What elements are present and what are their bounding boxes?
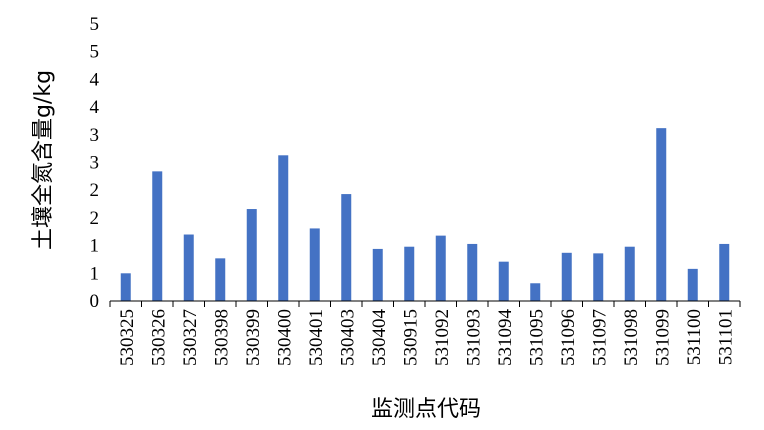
bar-530400 — [278, 155, 289, 301]
bar-530399 — [246, 209, 257, 301]
bar-530915 — [404, 246, 415, 301]
x-axis-title: 监测点代码 — [371, 397, 481, 422]
bar-531100 — [687, 268, 698, 301]
x-tick-label: 531098 — [621, 309, 642, 366]
x-tick-label: 531099 — [652, 309, 673, 366]
bar-531092 — [435, 235, 446, 301]
y-tick-label: 4 — [90, 69, 100, 90]
bar-531099 — [656, 128, 667, 301]
bar-530403 — [341, 194, 352, 301]
x-tick-label: 530325 — [117, 309, 138, 366]
bar-530398 — [215, 258, 226, 301]
x-tick-label: 531100 — [684, 309, 705, 365]
x-tick-label: 531095 — [526, 309, 547, 366]
y-tick-label: 0 — [90, 291, 100, 312]
bar-531098 — [624, 246, 635, 301]
bar-530327 — [183, 234, 194, 301]
x-tick-label: 530401 — [306, 309, 327, 366]
x-axis — [109, 300, 741, 307]
bar-530326 — [152, 171, 163, 301]
x-tick-label: 530326 — [148, 309, 169, 366]
bar-531097 — [593, 253, 604, 301]
x-tick-label: 531101 — [715, 309, 736, 365]
x-tick-label: 531092 — [432, 309, 453, 366]
y-tick-label: 5 — [90, 42, 100, 63]
x-tick-label: 531097 — [589, 309, 610, 366]
bar-530325 — [120, 273, 131, 301]
x-tick-label: 530399 — [243, 309, 264, 366]
bar-530404 — [372, 248, 383, 301]
y-tick-label: 1 — [90, 263, 100, 284]
x-axis-tick-labels: 530325 530326 530327 530398 530399 530400 5304… — [117, 309, 737, 367]
x-tick-label: 531093 — [463, 309, 484, 366]
x-tick-label: 531096 — [558, 309, 579, 366]
x-tick-label: 530327 — [180, 309, 201, 366]
bar-531093 — [467, 243, 478, 301]
bar-531096 — [561, 252, 572, 301]
y-tick-label: 1 — [90, 236, 100, 257]
y-tick-label: 3 — [90, 125, 100, 146]
y-tick-label: 2 — [90, 208, 100, 229]
y-tick-label: 4 — [90, 97, 100, 118]
x-tick-label: 530398 — [211, 309, 232, 366]
y-axis-title: 土壤全氮含量g/kg — [31, 70, 56, 250]
x-tick-label: 530403 — [337, 309, 358, 366]
bar-531094 — [498, 261, 509, 301]
y-tick-label: 5 — [90, 14, 100, 35]
y-axis-tick-labels: 0 1 1 2 2 3 3 4 4 5 5 — [90, 14, 100, 312]
bars — [120, 128, 730, 301]
x-tick-label: 530404 — [369, 309, 390, 367]
bar-531101 — [719, 243, 730, 301]
x-tick-label: 530400 — [274, 309, 295, 366]
x-tick-label: 530915 — [400, 309, 421, 366]
bar-531095 — [530, 283, 541, 301]
y-tick-label: 2 — [90, 180, 100, 201]
y-tick-label: 3 — [90, 153, 100, 174]
x-tick-label: 531094 — [495, 309, 516, 367]
bar-530401 — [309, 228, 320, 301]
